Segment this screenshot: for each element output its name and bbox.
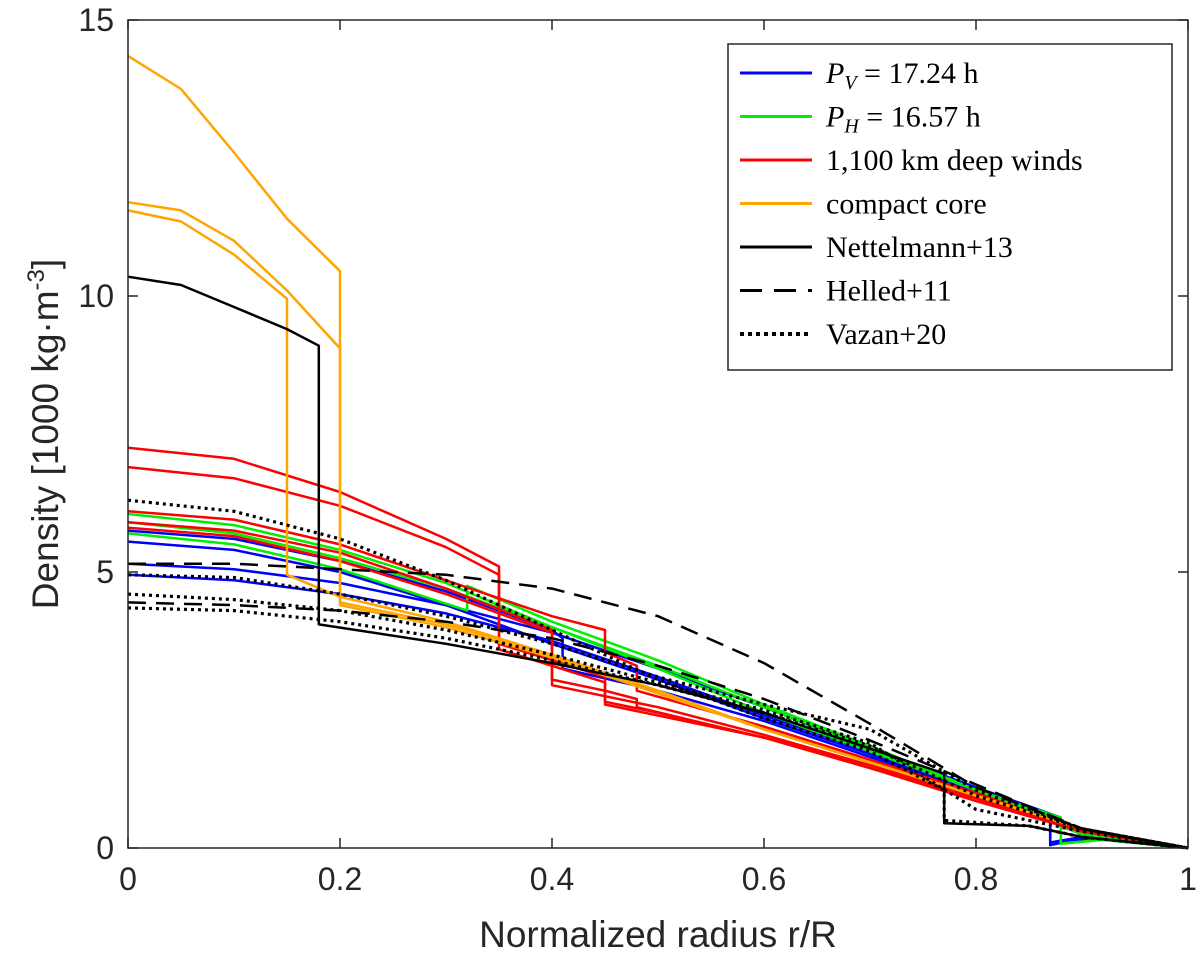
- x-tick-label: 0.6: [742, 861, 786, 897]
- x-tick-label: 0: [119, 861, 137, 897]
- y-axis-label: Density [1000 kg·m-3]: [23, 259, 66, 609]
- x-tick-label: 0.4: [530, 861, 574, 897]
- legend-label-subscript: H: [843, 116, 860, 138]
- x-tick-labels: 0 0.2 0.4 0.6 0.8 1: [119, 861, 1197, 897]
- x-tick-label: 1: [1179, 861, 1197, 897]
- series-line-helled-17: [127, 601, 1189, 850]
- series-line-vazan-21: [127, 606, 1189, 850]
- series-line-nettelmann-15: [127, 275, 1189, 850]
- series-layer: [127, 54, 1189, 850]
- legend-label-value: = 16.57 h: [859, 101, 981, 134]
- legend: PV = 17.24 hPH = 16.57 h1,100 km deep wi…: [727, 43, 1173, 371]
- series-line-wind-8: [127, 465, 1189, 850]
- legend-label-symbol: P: [825, 101, 844, 134]
- x-tick-label: 0.2: [318, 861, 362, 897]
- plot-frame: [127, 19, 1189, 849]
- legend-label: compact core: [826, 188, 987, 221]
- legend-label-subscript: V: [844, 72, 859, 94]
- series-line-helled-16: [128, 562, 1189, 850]
- x-axis-label: Normalized radius r/R: [479, 914, 837, 955]
- y-tick-label: 0: [96, 830, 114, 866]
- legend-label: Nettelmann+13: [826, 231, 1013, 264]
- legend-label: Helled+11: [826, 275, 952, 308]
- legend-box: [727, 43, 1173, 371]
- legend-label: PV = 17.24 h: [825, 57, 978, 94]
- y-tick-label: 15: [78, 2, 114, 38]
- series-line-vazan-19: [127, 573, 1189, 850]
- legend-label-value: = 17.24 h: [857, 57, 979, 90]
- y-axis-label-sup: -3: [23, 269, 50, 290]
- y-axis-label-main: Density [1000 kg·m: [25, 290, 66, 609]
- legend-label-symbol: P: [825, 57, 844, 90]
- y-tick-label: 5: [96, 554, 114, 590]
- y-axis-label-end: ]: [25, 259, 66, 269]
- x-tick-label: 0.8: [954, 861, 998, 897]
- legend-label: Vazan+20: [826, 318, 946, 351]
- series-line-vazan-20: [127, 592, 1189, 850]
- legend-label: PH = 16.57 h: [825, 101, 981, 138]
- y-tick-label: 10: [78, 278, 114, 314]
- series-line-PV-0: [127, 540, 1189, 850]
- y-tick-labels: 0 5 10 15: [78, 2, 114, 866]
- legend-label: 1,100 km deep winds: [826, 144, 1083, 177]
- series-line-core-14: [127, 209, 1189, 850]
